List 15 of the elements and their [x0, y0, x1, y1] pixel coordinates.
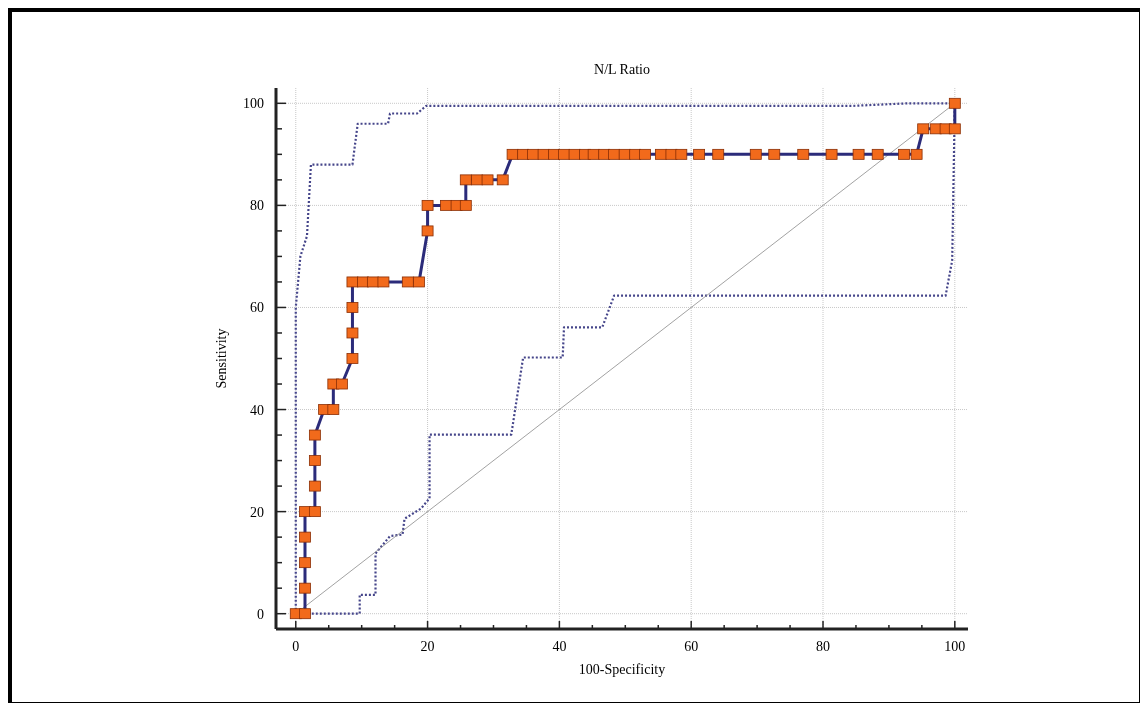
y-tick-label: 40 [250, 402, 264, 418]
y-tick-label: 100 [243, 96, 264, 112]
x-tick-label: 80 [816, 639, 831, 654]
y-tick-label: 80 [250, 198, 264, 214]
x-tick-label: 60 [684, 639, 699, 654]
x-tick-label: 100 [944, 639, 966, 654]
x-tick-label: 20 [420, 639, 435, 654]
x-tick-label: 0 [292, 639, 300, 654]
y-tick-label: 60 [250, 300, 264, 316]
x-tick-label: 40 [552, 639, 567, 654]
y-tick-label: 20 [250, 504, 264, 520]
y-axis-title: Sensitivity [214, 328, 229, 389]
x-axis-title: 100-Specificity [578, 662, 666, 677]
chart-title: N/L Ratio [594, 62, 650, 77]
y-tick-label: 0 [257, 606, 264, 622]
